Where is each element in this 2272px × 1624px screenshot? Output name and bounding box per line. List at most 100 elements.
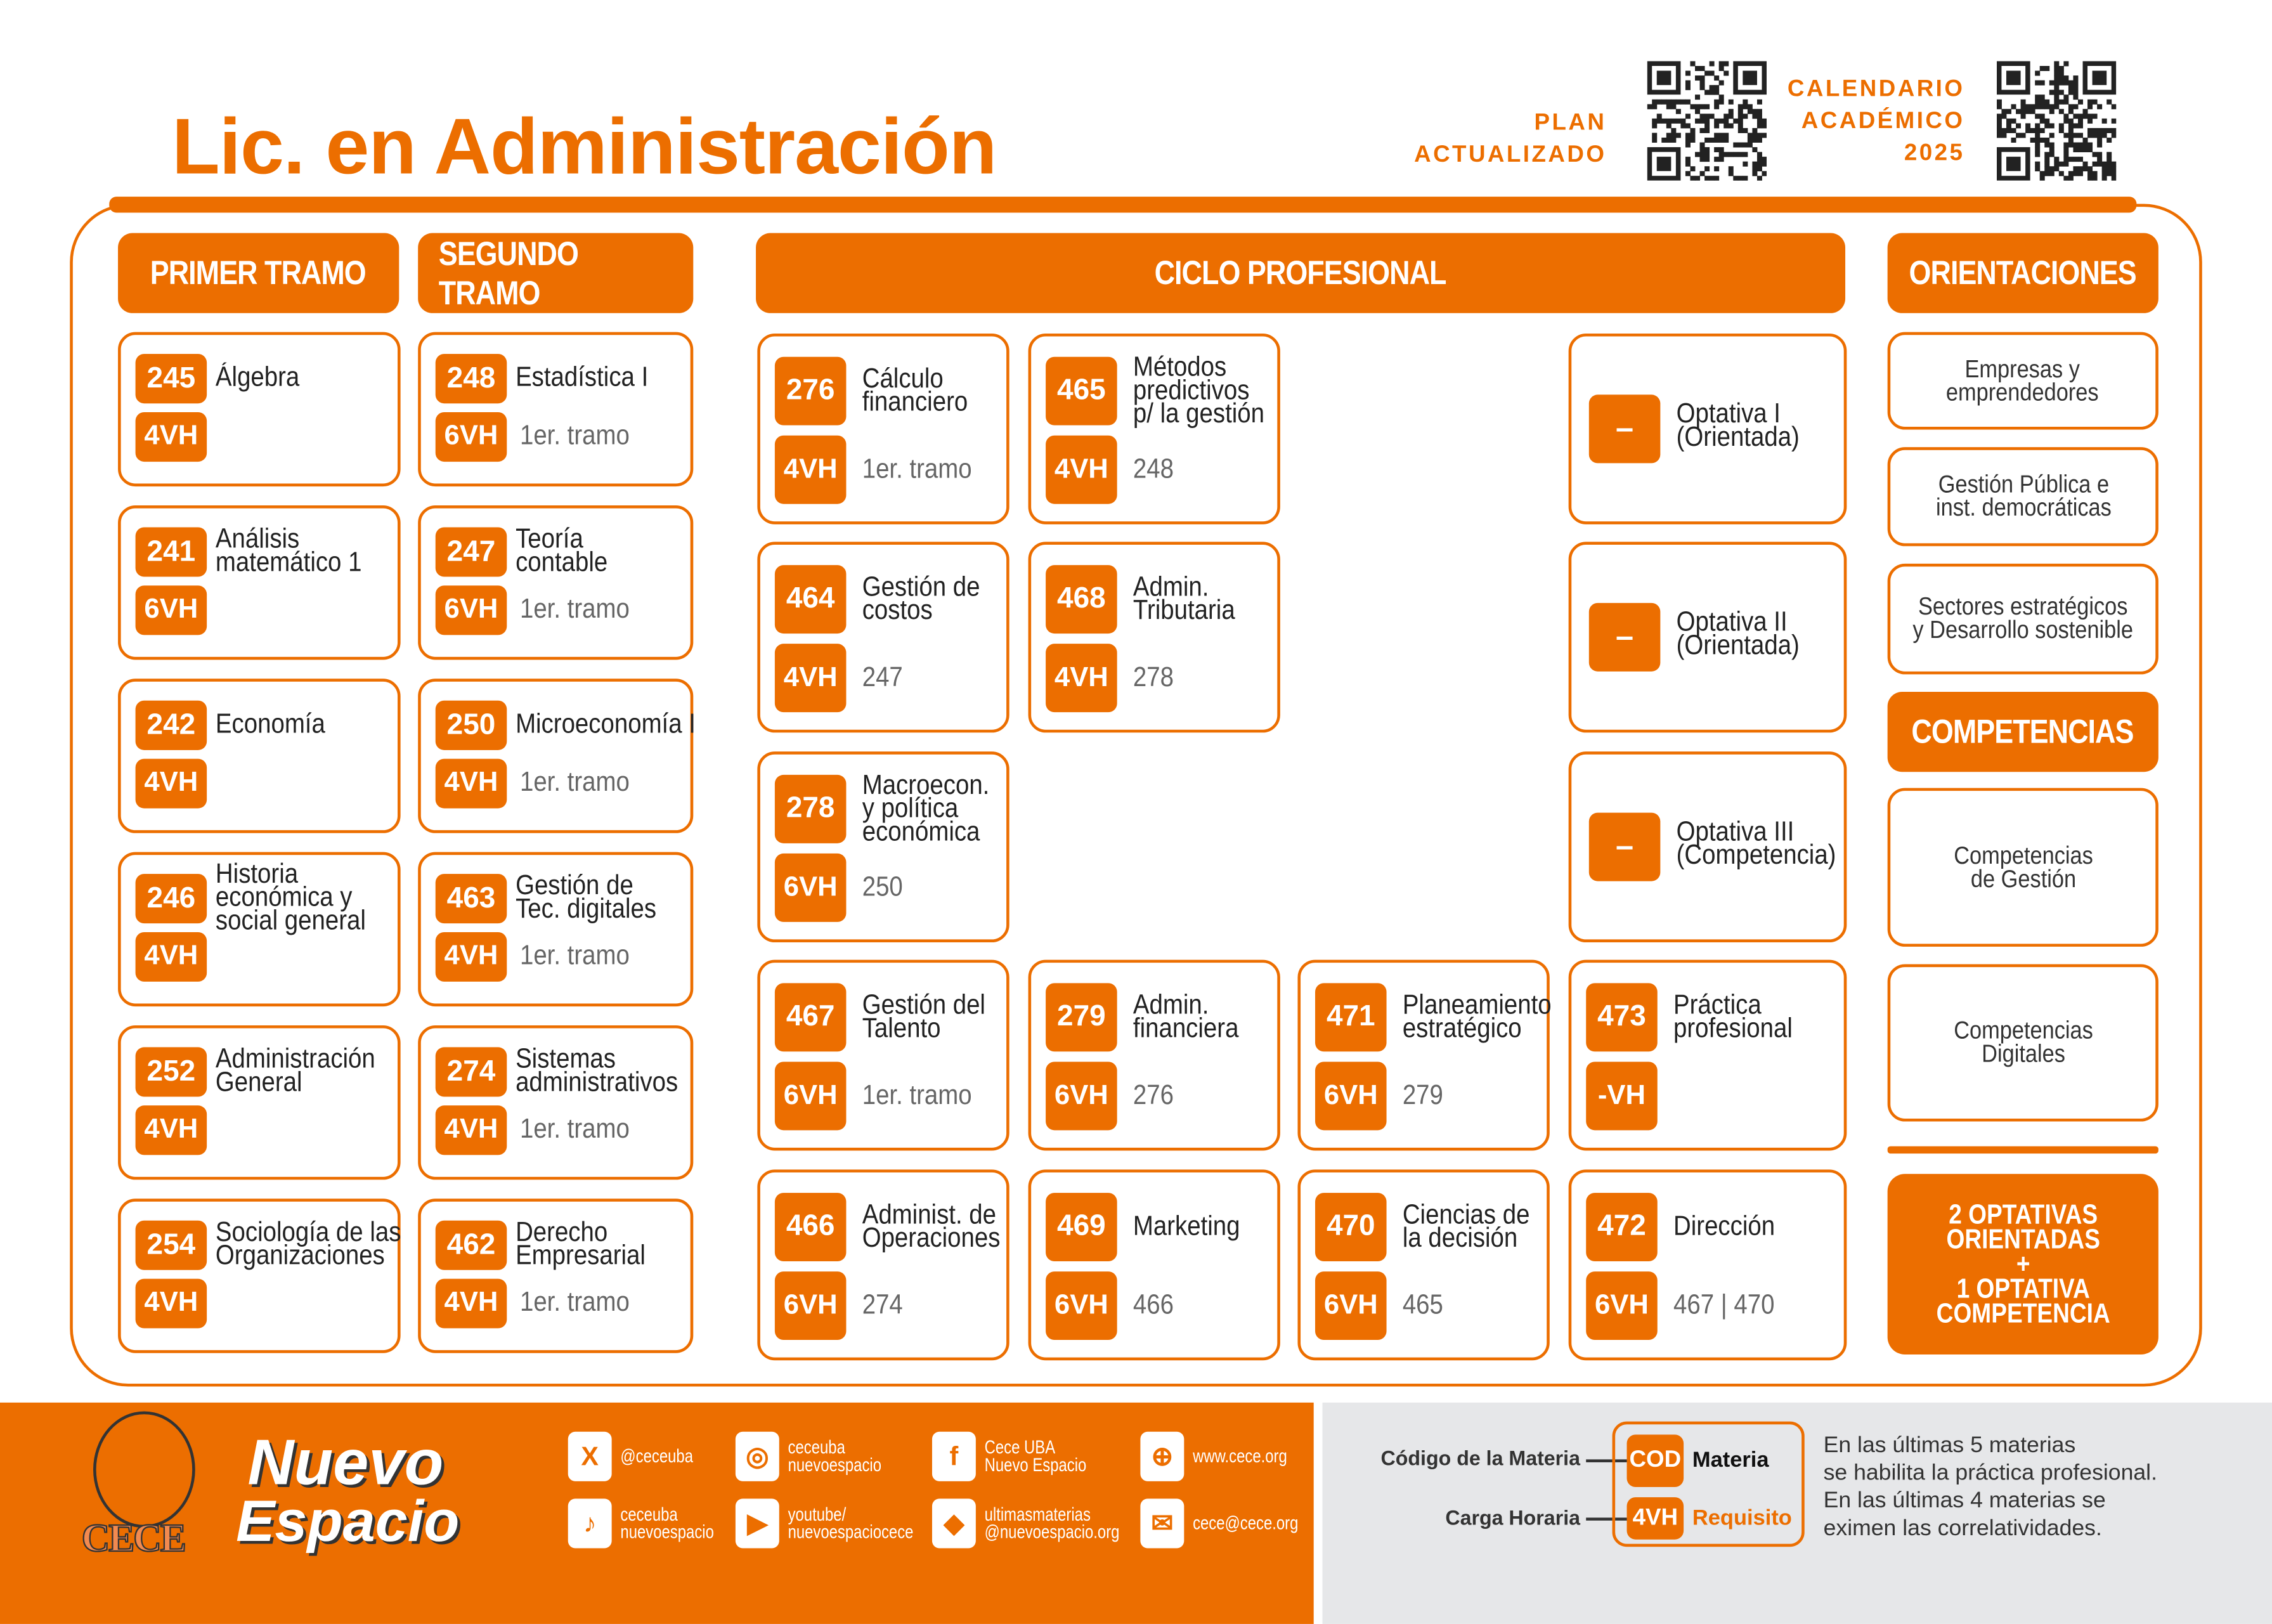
subject-requirement: 276 xyxy=(1133,1080,1174,1111)
social-handle: ceceuba nuevoespacio xyxy=(788,1436,881,1476)
graduation-cap-icon: ◆ xyxy=(932,1498,976,1549)
subject-code-badge: – xyxy=(1588,812,1661,881)
subject-hours-badge: 4VH xyxy=(435,1278,507,1328)
subject-card: 468 Admin. Tributaria 4VH 278 xyxy=(1028,542,1280,733)
subject-card: – Optativa I (Orientada) xyxy=(1568,333,1847,524)
subject-card: 245 Álgebra 4VH xyxy=(118,332,401,487)
social-link[interactable]: ▶ youtube/ nuevoespaciocece xyxy=(735,1498,945,1549)
subject-code-badge: 469 xyxy=(1046,1193,1117,1262)
subject-hours-badge: 4VH xyxy=(774,435,847,504)
subject-hours-badge: 6VH xyxy=(435,412,507,462)
calendar-qr-code xyxy=(1996,61,2117,181)
subject-card: 278 Macroecon. y política económica 6VH 250 xyxy=(757,751,1009,943)
subject-code-badge: 247 xyxy=(435,527,507,577)
social-handle: cece@cece.org xyxy=(1193,1512,1299,1534)
youtube-icon: ▶ xyxy=(735,1498,779,1549)
social-handle: www.cece.org xyxy=(1193,1445,1287,1467)
competency-card: Competencias Digitales xyxy=(1887,964,2158,1122)
subject-hours-badge: 4VH xyxy=(135,932,207,982)
subject-hours-badge: 4VH xyxy=(435,932,507,982)
header-competencias: COMPETENCIAS xyxy=(1887,691,2158,772)
globe-icon: ⊕ xyxy=(1140,1431,1185,1481)
subject-name: Estadística I xyxy=(516,362,649,394)
section-title: ORIENTACIONES xyxy=(1909,253,2137,292)
subject-code-badge: 254 xyxy=(135,1220,207,1270)
subject-requirement: 279 xyxy=(1402,1080,1443,1111)
subject-card: 248 Estadística I 6VH 1er. tramo xyxy=(418,332,694,487)
legend-code-badge: COD xyxy=(1626,1434,1684,1488)
tiktok-icon: ♪ xyxy=(568,1498,612,1549)
subject-name: Métodos predictivos p/ la gestión xyxy=(1133,351,1265,429)
subject-code-badge: 468 xyxy=(1046,565,1117,634)
social-handle: @ceceuba xyxy=(620,1445,694,1467)
subject-card: 241 Análisis matemático 1 6VH xyxy=(118,505,401,660)
subject-card: 469 Marketing 6VH 466 xyxy=(1028,1169,1280,1361)
subject-code-badge: 274 xyxy=(435,1047,507,1097)
subject-code-badge: 276 xyxy=(774,356,847,425)
social-handle: Cece UBA Nuevo Espacio xyxy=(984,1436,1087,1476)
subject-code-badge: 279 xyxy=(1046,983,1117,1052)
subject-code-badge: 465 xyxy=(1046,356,1117,425)
social-link[interactable]: ⊕ www.cece.org xyxy=(1140,1431,1311,1481)
subject-code-badge: 278 xyxy=(774,774,847,843)
subject-name: Optativa III (Competencia) xyxy=(1676,816,1836,871)
subject-card: 473 Práctica profesional -VH xyxy=(1568,959,1847,1151)
subject-code-badge: 252 xyxy=(135,1047,207,1097)
divider xyxy=(109,197,2137,213)
subject-requirement: 466 xyxy=(1133,1289,1174,1321)
subject-hours-badge: -VH xyxy=(1586,1062,1658,1131)
social-link[interactable]: ✉ cece@cece.org xyxy=(1140,1498,1325,1549)
legend-hours-label: Carga Horaria xyxy=(1445,1505,1581,1530)
social-link[interactable]: ♪ ceceuba nuevoespacio xyxy=(568,1498,737,1549)
subject-name: Optativa I (Orientada) xyxy=(1676,398,1800,453)
social-link[interactable]: ◆ ultimasmaterias @nuevoespacio.org xyxy=(932,1498,1153,1549)
subject-name: Economía xyxy=(215,709,325,740)
nuevo-espacio-logo: Nuevo xyxy=(247,1427,444,1499)
subject-code-badge: 250 xyxy=(435,700,507,750)
subject-name: Macroecon. y política económica xyxy=(862,769,990,847)
orientation-name: Gestión Pública e inst. democráticas xyxy=(1935,470,2111,522)
social-link[interactable]: X @ceceuba xyxy=(568,1431,711,1481)
subject-name: Historia económica y social general xyxy=(215,859,366,937)
subject-card: 471 Planeamiento estratégico 6VH 279 xyxy=(1297,959,1552,1151)
subject-hours-badge: 6VH xyxy=(135,585,207,635)
subject-name: Admin. Tributaria xyxy=(1133,571,1235,626)
connector-line xyxy=(1586,1517,1627,1521)
subject-name: Marketing xyxy=(1133,1211,1240,1242)
subject-code-badge: – xyxy=(1588,394,1661,463)
subject-card: – Optativa III (Competencia) xyxy=(1568,751,1847,943)
social-link[interactable]: f Cece UBA Nuevo Espacio xyxy=(932,1431,1112,1481)
subject-hours-badge: 4VH xyxy=(1046,644,1117,713)
subject-requirement: 1er. tramo xyxy=(519,1114,630,1145)
x-icon: X xyxy=(568,1431,612,1481)
subject-requirement: 1er. tramo xyxy=(519,940,630,971)
subject-hours-badge: 6VH xyxy=(774,853,847,922)
subject-name: Cálculo financiero xyxy=(862,363,968,418)
subject-requirement: 274 xyxy=(862,1289,903,1321)
subject-hours-badge: 4VH xyxy=(135,758,207,809)
subject-card: 276 Cálculo financiero 4VH 1er. tramo xyxy=(757,333,1009,524)
legend-subject: Materia xyxy=(1692,1448,1769,1473)
subject-code-badge: 463 xyxy=(435,874,507,924)
subject-card: 254 Sociología de las Organizaciones 4VH xyxy=(118,1199,401,1353)
subject-hours-badge: 6VH xyxy=(1586,1271,1658,1341)
subject-name: Gestión de costos xyxy=(862,571,980,626)
subject-name: Análisis matemático 1 xyxy=(215,524,362,578)
header-primer-tramo: PRIMER TRAMO xyxy=(118,233,399,313)
subject-card: 465 Métodos predictivos p/ la gestión 4VH 2… xyxy=(1028,333,1280,524)
legend-box xyxy=(1612,1421,1805,1547)
subject-code-badge: 467 xyxy=(774,983,847,1052)
subject-card: 467 Gestión del Talento 6VH 1er. tramo xyxy=(757,959,1009,1151)
subject-name: Sistemas administrativos xyxy=(516,1044,678,1098)
social-link[interactable]: ◎ ceceuba nuevoespacio xyxy=(735,1431,905,1481)
section-title: CICLO PROFESIONAL xyxy=(1155,253,1447,292)
subject-card: 472 Dirección 6VH 467 | 470 xyxy=(1568,1169,1847,1361)
subject-name: Optativa II (Orientada) xyxy=(1676,606,1800,661)
calendar-label: CALENDARIO ACADÉMICO 2025 xyxy=(1787,77,1965,166)
orientation-card: Sectores estratégicos y Desarrollo soste… xyxy=(1887,563,2158,675)
subject-code-badge: 245 xyxy=(135,354,207,404)
subject-hours-badge: 6VH xyxy=(774,1062,847,1131)
subject-requirement: 250 xyxy=(862,871,903,902)
header-orientaciones: ORIENTACIONES xyxy=(1887,233,2158,313)
nuevo-espacio-logo: Espacio xyxy=(236,1490,460,1554)
